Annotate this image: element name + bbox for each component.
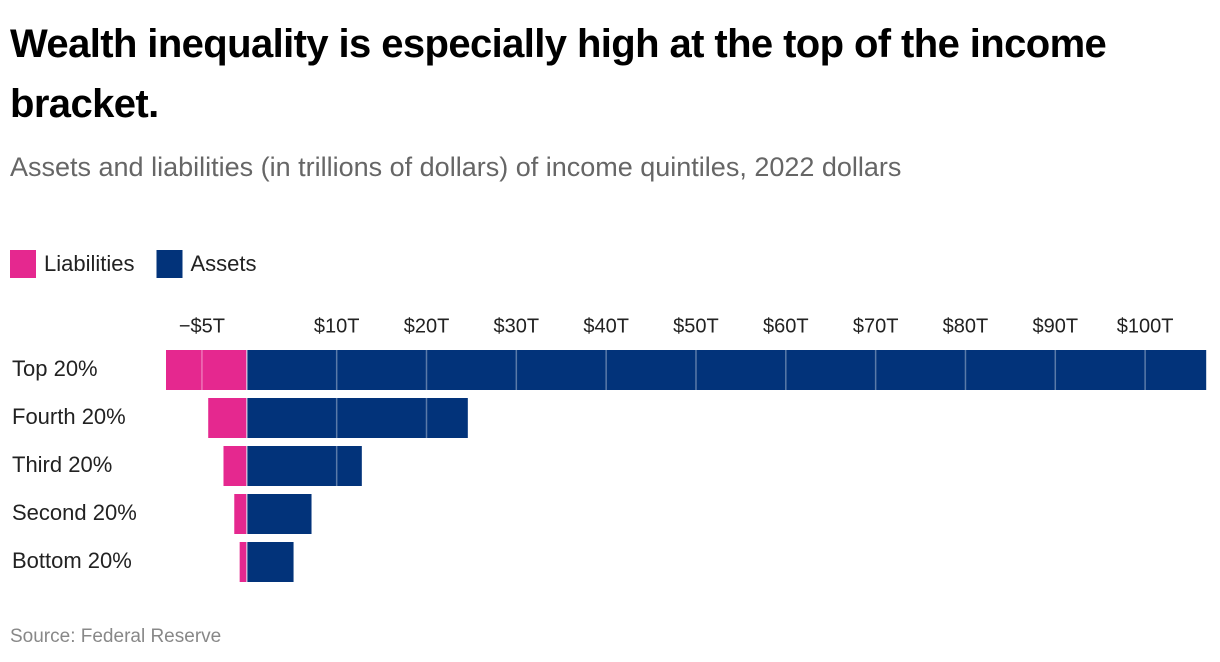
bar <box>246 542 294 582</box>
x-tick-label: $50T <box>673 315 719 337</box>
x-tick-label: $10T <box>314 315 360 337</box>
source-note: Source: Federal Reserve <box>10 626 222 647</box>
x-tick-label: $40T <box>583 315 629 337</box>
legend-label: Assets <box>191 251 257 276</box>
category-label: Bottom 20% <box>12 548 132 573</box>
bar <box>166 350 247 390</box>
x-tick-label: $30T <box>494 315 540 337</box>
bar <box>246 494 312 534</box>
category-label: Top 20% <box>12 356 98 381</box>
category-label: Second 20% <box>12 500 137 525</box>
legend-label: Liabilities <box>44 251 135 276</box>
bar <box>246 446 362 486</box>
bar <box>246 398 468 438</box>
bar <box>223 446 247 486</box>
bar <box>246 350 1207 390</box>
chart-subtitle: Assets and liabilities (in trillions of … <box>10 152 902 182</box>
legend-swatch <box>10 250 36 278</box>
category-label: Fourth 20% <box>12 404 126 429</box>
x-tick-label: $90T <box>1032 315 1078 337</box>
x-tick-label: $70T <box>853 315 899 337</box>
bar <box>239 542 247 582</box>
category-label: Third 20% <box>12 452 112 477</box>
legend-swatch <box>156 250 183 278</box>
x-tick-label: $80T <box>943 315 989 337</box>
x-tick-label: $20T <box>404 315 450 337</box>
x-tick-label: $60T <box>763 315 809 337</box>
bar <box>208 398 247 438</box>
bar <box>234 494 247 534</box>
x-tick-label: −$5T <box>179 315 225 337</box>
x-tick-label: $100T <box>1117 315 1174 337</box>
chart-title: Wealth inequality is especially high at … <box>10 22 1107 126</box>
